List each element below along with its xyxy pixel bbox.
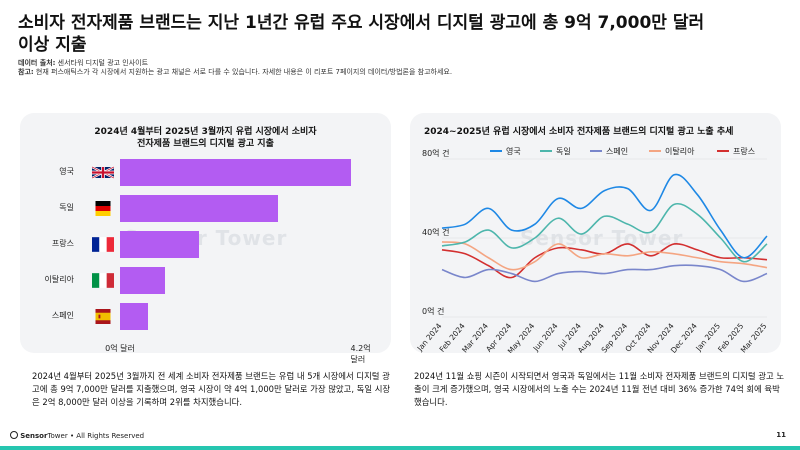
bar-category-label: 프랑스 (51, 239, 74, 248)
sensor-tower-logo-icon (10, 431, 18, 439)
rights-text: • All Rights Reserved (67, 432, 145, 440)
france-flag-icon (92, 237, 114, 252)
note-value: 현재 퍼스애틱스가 각 시장에서 지원하는 광고 채널은 서로 다를 수 있습니… (35, 68, 453, 76)
italy-flag-icon (92, 273, 114, 288)
bar (120, 303, 149, 330)
series-line (441, 264, 768, 283)
series-line (441, 173, 768, 259)
x-axis-max-label: 4.2억 달러 (350, 344, 371, 364)
brand-bold: Sensor (20, 432, 48, 440)
line-chart-caption: 2024년 11월 쇼핑 시즌이 시작되면서 영국과 독일에서는 11월 소비자… (414, 371, 785, 407)
legend-label: 영국 (506, 146, 521, 156)
footer-brand: SensorTower • All Rights Reserved (10, 431, 144, 440)
uk-flag-icon (92, 165, 114, 180)
page-number: 11 (776, 431, 786, 439)
series-line (441, 241, 768, 271)
bar-category-label: 독일 (59, 203, 74, 212)
bar (120, 195, 278, 222)
source-value: 센서타워 디지털 광고 인사이트 (57, 59, 149, 67)
legend-label: 이탈리아 (665, 146, 695, 156)
bar-chart-caption: 2024년 4월부터 2025년 3월까지 전 세계 소비자 전자제품 브랜드는… (32, 371, 391, 407)
bar (120, 159, 352, 186)
page-title: 소비자 전자제품 브랜드는 지난 1년간 유럽 주요 시장에서 디지털 광고에 … (18, 13, 705, 55)
legend-label: 독일 (556, 147, 571, 156)
brand-light: Tower (47, 432, 68, 440)
bar (120, 231, 199, 258)
germany-flag-icon (92, 201, 114, 216)
legend-label: 스페인 (606, 146, 628, 156)
note-label: 참고: (18, 68, 34, 76)
line-chart-title: 2024~2025년 유럽 시장에서 소비자 전자제품 브랜드의 디지털 광고 … (424, 127, 734, 137)
x-tick-label: Jun 2024 (531, 321, 560, 353)
data-note: 참고: 현재 퍼스애틱스가 각 시장에서 지원하는 광고 채널은 서로 다를 수… (18, 68, 452, 77)
data-source: 데이터 출처: 센서타워 디지털 광고 인사이트 (18, 59, 148, 68)
spain-flag-icon (92, 309, 114, 324)
x-axis-min-label: 0억 달러 (105, 344, 135, 353)
series-line (441, 202, 768, 263)
bar-chart-panel: 2024년 4월부터 2025년 3월까지 유럽 시장에서 소비자 전자제품 브… (20, 113, 391, 364)
bar-chart-title: 2024년 4월부터 2025년 3월까지 유럽 시장에서 소비자 전자제품 브… (94, 127, 317, 149)
bar-category-label: 이탈리아 (44, 275, 74, 284)
bar-category-label: 스페인 (51, 311, 74, 320)
y-tick-label: 80억 건 (422, 148, 449, 158)
bar-category-label: 영국 (59, 167, 74, 176)
legend-label: 프랑스 (733, 146, 755, 156)
footer-accent-line (0, 446, 800, 450)
line-chart-panel: 2024~2025년 유럽 시장에서 소비자 전자제품 브랜드의 디지털 광고 … (410, 113, 781, 353)
y-tick-label: 0억 건 (422, 306, 444, 316)
y-tick-label: 40억 건 (422, 227, 449, 237)
bar (120, 267, 166, 294)
source-label: 데이터 출처: (18, 59, 56, 67)
